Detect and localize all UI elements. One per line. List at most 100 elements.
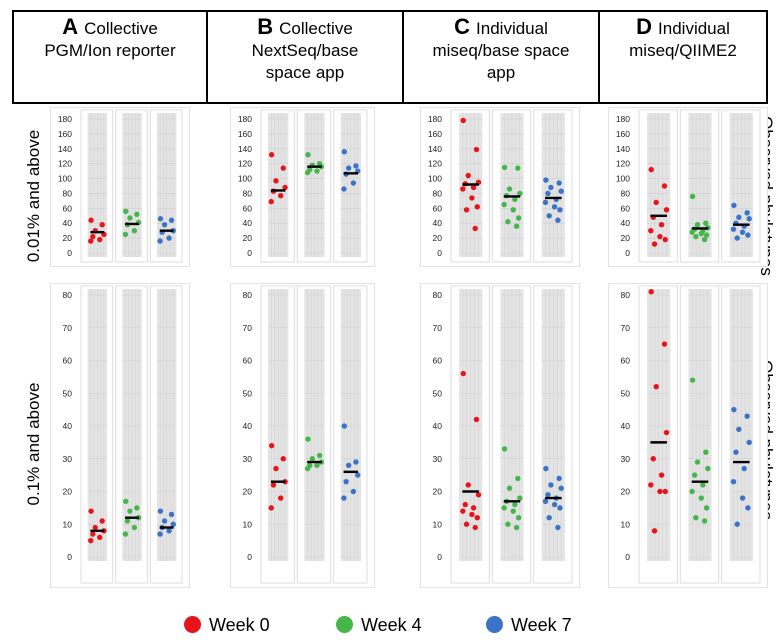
y-tick-label: 40 bbox=[243, 421, 253, 431]
data-point-week4 bbox=[134, 505, 140, 511]
data-point-week4 bbox=[515, 215, 522, 221]
header-column-c: C Individual miseq/base space app bbox=[402, 10, 600, 104]
data-point-week4 bbox=[703, 449, 709, 455]
panel-a-bottom: 0 10 20 30 40 50 60 70 80 bbox=[50, 283, 190, 588]
y-tick-label: 160 bbox=[238, 129, 252, 139]
y-tick-label: 20 bbox=[63, 233, 73, 243]
data-point-week0 bbox=[662, 488, 668, 495]
data-point-week0 bbox=[460, 186, 466, 192]
data-point-week0 bbox=[270, 482, 277, 488]
data-point-week7 bbox=[542, 199, 549, 206]
y-tick-label: 100 bbox=[428, 174, 442, 184]
header-column-a-line1: A Collective bbox=[14, 16, 206, 40]
data-point-week4 bbox=[515, 475, 521, 482]
data-point-week4 bbox=[693, 233, 699, 240]
y-tick-label: 40 bbox=[63, 218, 73, 228]
data-point-week7 bbox=[168, 511, 175, 518]
data-point-week0 bbox=[657, 233, 663, 240]
data-point-week0 bbox=[469, 511, 475, 518]
data-point-week0 bbox=[661, 183, 668, 189]
data-point-week7 bbox=[736, 214, 742, 220]
data-point-week7 bbox=[350, 488, 357, 495]
header-column-d-line1: D Individual bbox=[600, 16, 766, 40]
y-tick-label: 160 bbox=[58, 129, 72, 139]
y-tick-label: 120 bbox=[616, 159, 630, 169]
data-point-week7 bbox=[557, 505, 563, 511]
data-point-week4 bbox=[703, 505, 710, 511]
data-point-week0 bbox=[463, 521, 470, 527]
data-point-week7 bbox=[739, 229, 746, 235]
panel-b-bottom: 0 10 20 30 40 50 60 70 80 bbox=[230, 283, 375, 588]
y-tick-label: 100 bbox=[58, 174, 72, 184]
data-point-week0 bbox=[651, 241, 658, 247]
y-tick-label: 180 bbox=[238, 114, 252, 124]
y-tick-label: 50 bbox=[243, 388, 253, 398]
y-tick-label: 0 bbox=[625, 552, 630, 562]
data-point-week7 bbox=[556, 180, 562, 186]
data-point-week4 bbox=[314, 168, 320, 174]
data-point-week4 bbox=[515, 515, 522, 521]
data-point-week7 bbox=[157, 238, 163, 244]
legend-label-week4: Week 4 bbox=[361, 615, 422, 635]
data-point-week7 bbox=[542, 498, 549, 505]
data-point-week0 bbox=[465, 482, 471, 488]
data-point-week0 bbox=[278, 495, 284, 501]
data-point-week0 bbox=[278, 192, 284, 199]
legend-item-week4: Week 4 bbox=[336, 612, 422, 638]
data-point-week0 bbox=[472, 225, 478, 232]
data-point-week0 bbox=[462, 501, 468, 508]
data-point-week0 bbox=[273, 465, 279, 472]
data-point-week4 bbox=[131, 524, 138, 531]
y-tick-label: 80 bbox=[243, 188, 253, 198]
y-tick-label: 180 bbox=[616, 114, 630, 124]
data-point-week7 bbox=[157, 531, 163, 537]
y-tick-label: 0 bbox=[437, 248, 442, 258]
y-tick-label: 30 bbox=[63, 454, 73, 464]
header-column-d-title: Individual bbox=[658, 19, 730, 38]
data-point-week4 bbox=[131, 227, 138, 234]
y-tick-label: 80 bbox=[63, 290, 73, 300]
data-point-week7 bbox=[545, 190, 551, 197]
data-point-week7 bbox=[345, 165, 352, 171]
y-tick-label: 180 bbox=[58, 114, 72, 124]
y-tick-label: 0 bbox=[247, 248, 252, 258]
y-tick-label: 40 bbox=[433, 218, 443, 228]
y-tick-label: 80 bbox=[63, 188, 73, 198]
data-point-week4 bbox=[127, 215, 133, 221]
data-point-week0 bbox=[648, 482, 654, 488]
data-point-week7 bbox=[157, 216, 164, 222]
header-column-b-line2: NextSeq/base bbox=[251, 41, 359, 60]
data-point-week7 bbox=[548, 482, 554, 488]
header-column-c-letter: C bbox=[454, 14, 471, 39]
data-point-week0 bbox=[474, 204, 480, 210]
data-point-week0 bbox=[662, 236, 668, 243]
data-point-week0 bbox=[99, 222, 105, 228]
y-tick-label: 70 bbox=[433, 323, 443, 333]
data-point-week4 bbox=[694, 459, 701, 465]
y-tick-label: 180 bbox=[428, 114, 442, 124]
y-tick-label: 40 bbox=[621, 218, 631, 228]
y-tick-label: 40 bbox=[243, 218, 253, 228]
data-point-week4 bbox=[701, 236, 708, 243]
data-point-week0 bbox=[460, 117, 466, 124]
y-tick-label: 60 bbox=[63, 203, 73, 213]
y-tick-label: 80 bbox=[621, 188, 631, 198]
data-point-week0 bbox=[658, 472, 665, 478]
data-point-week0 bbox=[97, 534, 103, 541]
data-point-week7 bbox=[353, 163, 359, 169]
data-point-week7 bbox=[745, 505, 751, 511]
y-tick-label: 10 bbox=[433, 519, 443, 529]
data-point-week7 bbox=[730, 226, 737, 232]
data-point-week7 bbox=[734, 235, 740, 241]
data-point-week0 bbox=[648, 166, 654, 173]
y-tick-label: 50 bbox=[621, 388, 631, 398]
data-point-week0 bbox=[282, 184, 288, 191]
data-point-week7 bbox=[545, 492, 551, 498]
header-column-a: A Collective PGM/Ion reporter bbox=[12, 10, 208, 104]
y-tick-label: 20 bbox=[433, 233, 443, 243]
data-point-week0 bbox=[648, 227, 654, 234]
data-point-week4 bbox=[304, 169, 311, 176]
y-tick-label: 30 bbox=[243, 454, 253, 464]
data-point-week4 bbox=[693, 515, 699, 521]
y-tick-label: 60 bbox=[243, 356, 253, 366]
